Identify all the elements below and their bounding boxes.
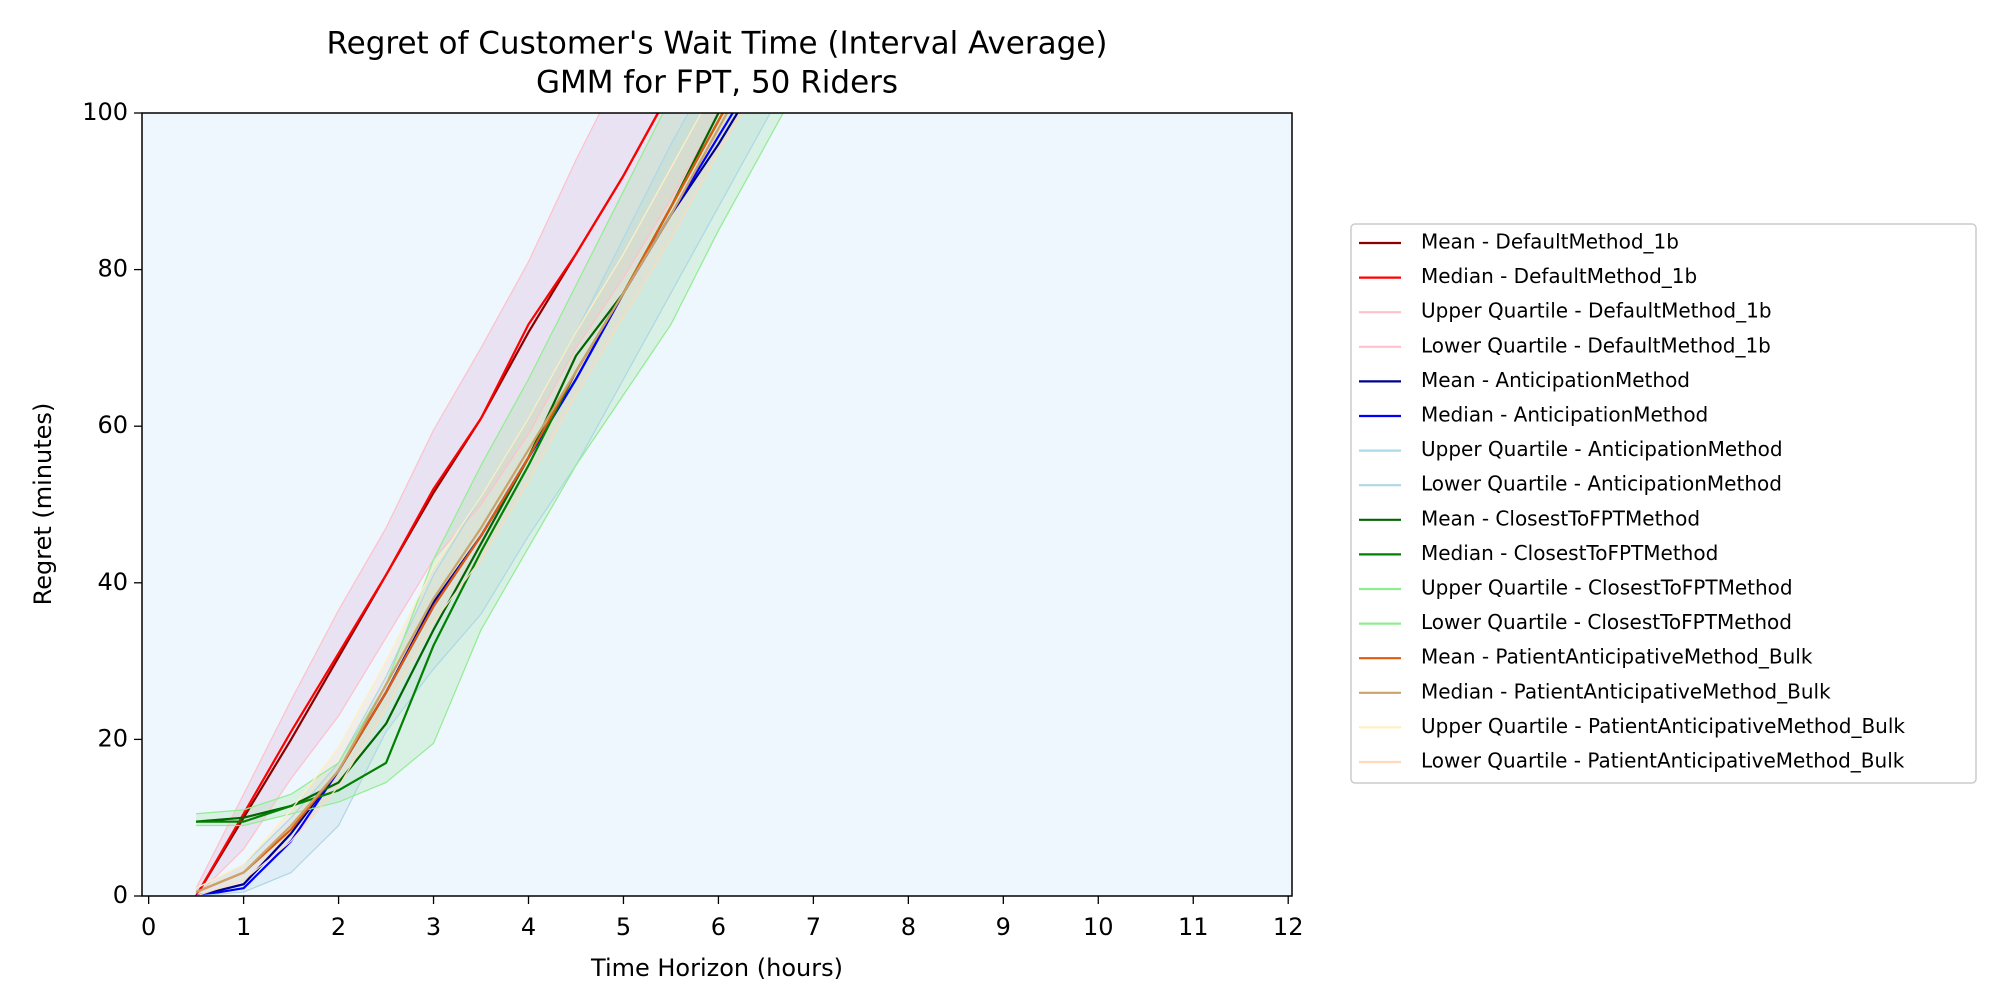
x-tick-label: 10 xyxy=(1083,913,1114,941)
x-tick-label: 8 xyxy=(901,913,916,941)
legend-label: Median - AnticipationMethod xyxy=(1421,403,1708,427)
legend-label: Median - PatientAnticipativeMethod_Bulk xyxy=(1421,679,1831,703)
y-tick-label: 60 xyxy=(97,411,128,439)
x-tick-label: 12 xyxy=(1273,913,1304,941)
legend-label: Upper Quartile - AnticipationMethod xyxy=(1421,437,1783,461)
series-line xyxy=(195,113,660,896)
series-line xyxy=(196,113,784,827)
series-line xyxy=(195,113,702,889)
legend-label: Upper Quartile - PatientAnticipativeMeth… xyxy=(1421,714,1905,738)
legend-label: Mean - AnticipationMethod xyxy=(1421,368,1690,392)
series-line xyxy=(195,113,729,894)
legend-label: Lower Quartile - PatientAnticipativeMeth… xyxy=(1421,749,1905,773)
plot-frame xyxy=(141,112,1293,897)
legend-label: Median - DefaultMethod_1b xyxy=(1421,264,1697,288)
series-line xyxy=(196,113,664,815)
legend xyxy=(1350,223,1977,784)
chart-subtitle: GMM for FPT, 50 Riders xyxy=(536,65,898,101)
series-line xyxy=(195,113,720,896)
series-line xyxy=(195,113,601,889)
chart-title: Regret of Customer's Wait Time (Interval… xyxy=(327,26,1108,62)
legend-label: Lower Quartile - AnticipationMethod xyxy=(1421,472,1782,496)
legend-label: Upper Quartile - DefaultMethod_1b xyxy=(1421,299,1772,323)
x-tick-label: 5 xyxy=(616,913,631,941)
x-tick-label: 11 xyxy=(1178,913,1209,941)
quartile-band xyxy=(196,113,743,896)
quartile-band xyxy=(196,113,784,826)
x-tick-label: 2 xyxy=(331,913,346,941)
legend-label: Mean - PatientAnticipativeMethod_Bulk xyxy=(1421,645,1813,669)
legend-label: Upper Quartile - ClosestToFPTMethod xyxy=(1421,576,1793,600)
y-axis-label: Regret (minutes) xyxy=(29,403,57,606)
legend-label: Median - ClosestToFPTMethod xyxy=(1421,541,1718,565)
x-tick-label: 0 xyxy=(141,913,156,941)
plot-area xyxy=(195,113,784,896)
x-tick-label: 6 xyxy=(711,913,726,941)
series-line xyxy=(195,113,724,894)
legend-label: Lower Quartile - ClosestToFPTMethod xyxy=(1421,610,1792,634)
legend-label: Lower Quartile - DefaultMethod_1b xyxy=(1421,333,1771,357)
x-tick-label: 7 xyxy=(806,913,821,941)
y-tick-label: 0 xyxy=(113,881,128,909)
series-line xyxy=(196,113,771,896)
x-tick-label: 1 xyxy=(236,913,251,941)
x-tick-label: 3 xyxy=(426,913,441,941)
series-line xyxy=(195,113,689,889)
series-line xyxy=(195,113,743,896)
y-tick-label: 100 xyxy=(82,98,128,126)
x-axis-label: Time Horizon (hours) xyxy=(590,954,843,982)
legend-label: Mean - DefaultMethod_1b xyxy=(1421,230,1679,254)
y-tick-label: 20 xyxy=(97,724,128,752)
y-tick-label: 40 xyxy=(97,568,128,596)
y-tick-label: 80 xyxy=(97,255,128,283)
quartile-band xyxy=(196,113,771,896)
x-tick-label: 9 xyxy=(996,913,1011,941)
legend-label: Mean - ClosestToFPTMethod xyxy=(1421,506,1700,530)
x-tick-label: 4 xyxy=(521,913,536,941)
